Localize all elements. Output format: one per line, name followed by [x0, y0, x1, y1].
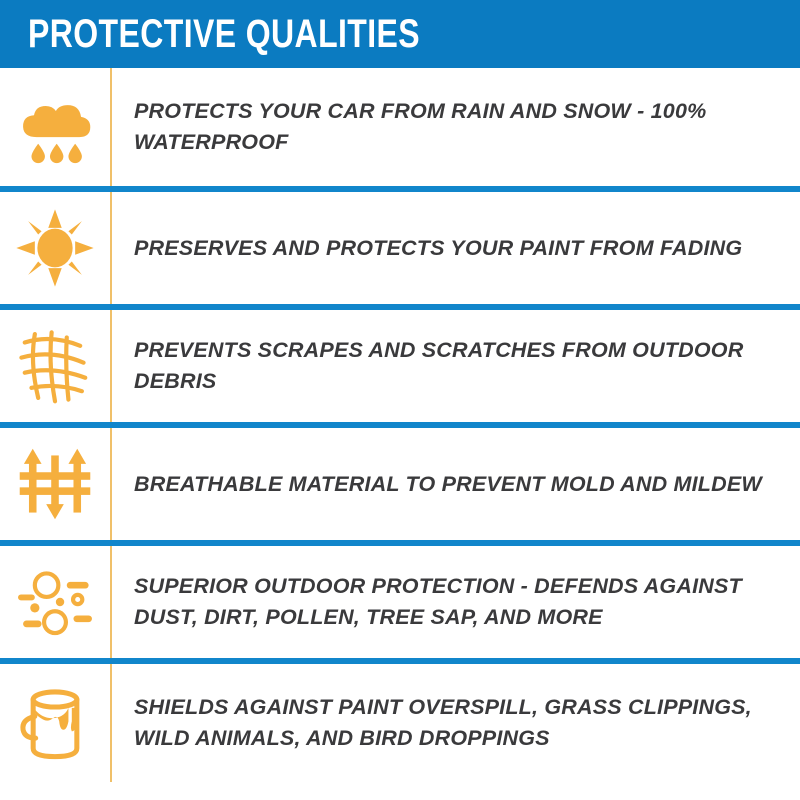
list-item: PRESERVES AND PROTECTS YOUR PAINT FROM F…	[0, 186, 800, 304]
sun-icon	[13, 206, 97, 290]
dust-particles-icon	[13, 560, 97, 644]
text-cell: PRESERVES AND PROTECTS YOUR PAINT FROM F…	[112, 233, 800, 264]
list-item-label: PROTECTS YOUR CAR FROM RAIN AND SNOW - 1…	[134, 99, 707, 154]
list-item-label: PREVENTS SCRAPES AND SCRATCHES FROM OUTD…	[134, 338, 744, 393]
scratches-mesh-icon	[13, 324, 97, 408]
list-item: PROTECTS YOUR CAR FROM RAIN AND SNOW - 1…	[0, 68, 800, 186]
feature-list: PROTECTS YOUR CAR FROM RAIN AND SNOW - 1…	[0, 68, 800, 782]
icon-cell	[0, 664, 110, 782]
list-item: SUPERIOR OUTDOOR PROTECTION - DEFENDS AG…	[0, 540, 800, 658]
icon-cell	[0, 68, 110, 186]
column-divider	[110, 546, 112, 658]
page-title: PROTECTIVE QUALITIES	[28, 12, 421, 56]
icon-cell	[0, 310, 110, 422]
column-divider	[110, 68, 112, 186]
list-item: BREATHABLE MATERIAL TO PREVENT MOLD AND …	[0, 422, 800, 540]
column-divider	[110, 664, 112, 782]
column-divider	[110, 310, 112, 422]
icon-cell	[0, 192, 110, 304]
rain-cloud-icon	[13, 85, 97, 169]
text-cell: PREVENTS SCRAPES AND SCRATCHES FROM OUTD…	[112, 335, 800, 396]
text-cell: SUPERIOR OUTDOOR PROTECTION - DEFENDS AG…	[112, 571, 800, 632]
text-cell: PROTECTS YOUR CAR FROM RAIN AND SNOW - 1…	[112, 96, 800, 157]
column-divider	[110, 428, 112, 540]
header-band: PROTECTIVE QUALITIES	[0, 0, 800, 68]
text-cell: SHIELDS AGAINST PAINT OVERSPILL, GRASS C…	[112, 692, 800, 753]
list-item-label: PRESERVES AND PROTECTS YOUR PAINT FROM F…	[134, 235, 743, 260]
breathable-arrows-icon	[13, 442, 97, 526]
icon-cell	[0, 546, 110, 658]
paint-can-icon	[13, 681, 97, 765]
list-item-label: SHIELDS AGAINST PAINT OVERSPILL, GRASS C…	[134, 695, 752, 750]
list-item-label: BREATHABLE MATERIAL TO PREVENT MOLD AND …	[134, 471, 762, 496]
text-cell: BREATHABLE MATERIAL TO PREVENT MOLD AND …	[112, 469, 800, 500]
list-item: SHIELDS AGAINST PAINT OVERSPILL, GRASS C…	[0, 658, 800, 782]
icon-cell	[0, 428, 110, 540]
list-item-label: SUPERIOR OUTDOOR PROTECTION - DEFENDS AG…	[134, 574, 742, 629]
list-item: PREVENTS SCRAPES AND SCRATCHES FROM OUTD…	[0, 304, 800, 422]
column-divider	[110, 192, 112, 304]
